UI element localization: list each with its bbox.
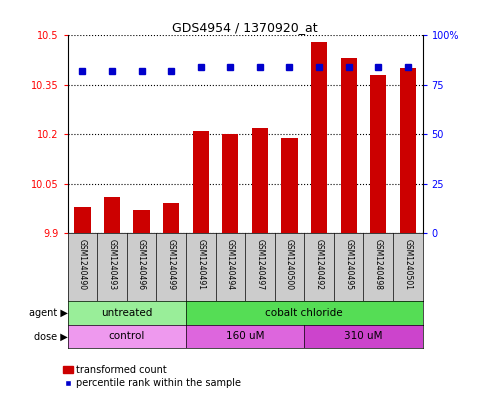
Bar [186,301,423,325]
Bar [304,325,423,348]
Bar [193,131,209,233]
Text: GSM1240493: GSM1240493 [108,239,116,290]
Bar [252,128,268,233]
Text: control: control [109,331,145,342]
Bar [341,59,357,233]
Bar [133,210,150,233]
Text: GSM1240499: GSM1240499 [167,239,176,290]
Text: GSM1240498: GSM1240498 [374,239,383,290]
Text: GSM1240491: GSM1240491 [196,239,205,290]
Text: GSM1240496: GSM1240496 [137,239,146,290]
Legend: transformed count, percentile rank within the sample: transformed count, percentile rank withi… [63,365,242,388]
Text: 160 uM: 160 uM [226,331,264,342]
Text: dose ▶: dose ▶ [34,331,68,342]
Bar [186,325,304,348]
Text: GSM1240495: GSM1240495 [344,239,353,290]
Text: cobalt chloride: cobalt chloride [266,308,343,318]
Bar [282,138,298,233]
Bar [68,325,186,348]
Text: GSM1240494: GSM1240494 [226,239,235,290]
Text: GSM1240492: GSM1240492 [314,239,324,290]
Bar [311,42,327,233]
Bar [370,75,386,233]
Text: GSM1240501: GSM1240501 [403,239,412,290]
Bar [104,197,120,233]
Text: agent ▶: agent ▶ [29,308,68,318]
Bar [74,207,90,233]
Text: 310 uM: 310 uM [344,331,383,342]
Bar [400,68,416,233]
Bar [222,134,239,233]
Text: GSM1240500: GSM1240500 [285,239,294,290]
Text: untreated: untreated [101,308,153,318]
Text: GSM1240490: GSM1240490 [78,239,87,290]
Bar [68,301,186,325]
Bar [163,204,179,233]
Title: GDS4954 / 1370920_at: GDS4954 / 1370920_at [172,21,318,34]
Text: GSM1240497: GSM1240497 [256,239,264,290]
